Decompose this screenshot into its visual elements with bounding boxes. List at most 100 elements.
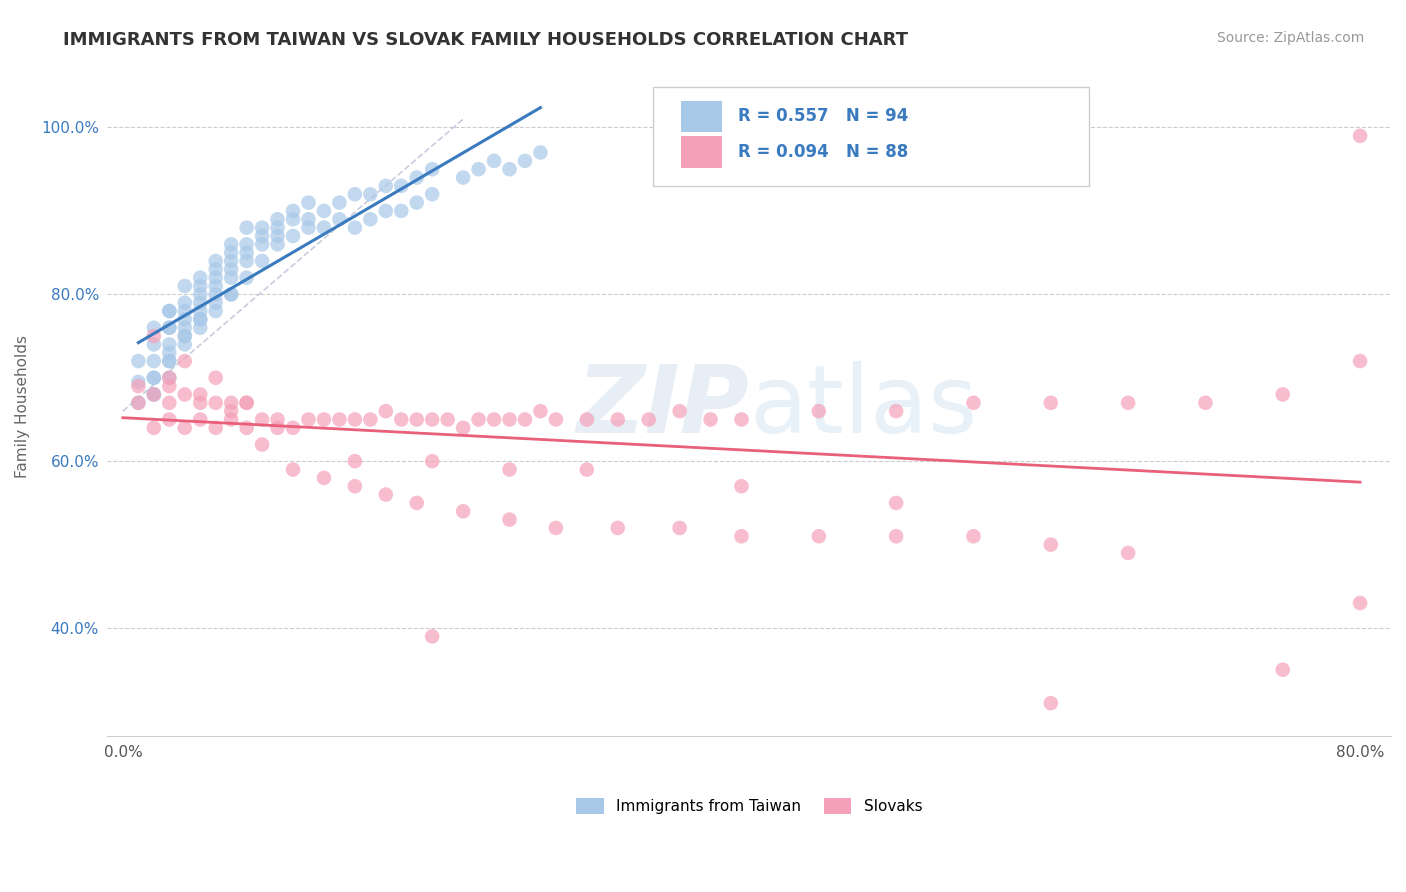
Point [374,178,396,193]
Point [250,412,273,426]
Point [188,279,211,293]
Point [188,304,211,318]
Point [575,462,598,476]
Point [513,412,536,426]
Point [250,220,273,235]
Point [730,529,752,543]
Point [157,345,180,359]
Point [173,312,195,326]
Point [235,237,257,252]
Point [235,396,257,410]
Point [467,412,489,426]
Point [575,412,598,426]
Point [374,203,396,218]
Point [219,287,242,301]
Point [142,354,165,368]
Point [142,337,165,351]
Point [173,354,195,368]
Point [188,287,211,301]
Legend: Immigrants from Taiwan, Slovaks: Immigrants from Taiwan, Slovaks [568,790,929,822]
Point [482,153,505,168]
Point [1039,538,1062,552]
Point [420,454,443,468]
Point [204,304,226,318]
Point [173,337,195,351]
Point [1348,354,1371,368]
Point [637,412,659,426]
Point [884,529,907,543]
Point [188,387,211,401]
Point [544,521,567,535]
Point [297,212,319,227]
Point [266,421,288,435]
Point [297,195,319,210]
Point [343,187,366,202]
Point [142,421,165,435]
Point [157,379,180,393]
Point [142,320,165,334]
Point [250,254,273,268]
Point [451,170,474,185]
Point [127,379,149,393]
Point [513,153,536,168]
Point [204,421,226,435]
Point [312,203,335,218]
Point [281,229,304,244]
Point [312,220,335,235]
Text: IMMIGRANTS FROM TAIWAN VS SLOVAK FAMILY HOUSEHOLDS CORRELATION CHART: IMMIGRANTS FROM TAIWAN VS SLOVAK FAMILY … [63,31,908,49]
Point [420,412,443,426]
Point [142,387,165,401]
Point [1348,596,1371,610]
Point [389,412,412,426]
Point [606,412,628,426]
Point [173,329,195,343]
Point [127,396,149,410]
Point [204,270,226,285]
Point [359,187,381,202]
Point [157,412,180,426]
Y-axis label: Family Households: Family Households [15,335,30,478]
Point [235,421,257,435]
Point [173,421,195,435]
Point [127,354,149,368]
Point [173,295,195,310]
Point [219,396,242,410]
Point [142,371,165,385]
Text: atlas: atlas [749,361,977,453]
Point [219,270,242,285]
Point [204,295,226,310]
Point [157,371,180,385]
Point [142,371,165,385]
Point [157,371,180,385]
Point [420,187,443,202]
Point [266,237,288,252]
Point [235,254,257,268]
Point [204,396,226,410]
Point [219,287,242,301]
Point [405,170,427,185]
Point [730,479,752,493]
Point [1116,396,1139,410]
Point [1194,396,1216,410]
Point [328,412,350,426]
Point [157,320,180,334]
Point [204,287,226,301]
Point [1039,696,1062,710]
Point [807,404,830,418]
Point [219,262,242,277]
Point [359,212,381,227]
Point [204,254,226,268]
Point [374,404,396,418]
Point [173,329,195,343]
Point [420,162,443,177]
Point [235,396,257,410]
Point [157,396,180,410]
Point [219,245,242,260]
Point [266,412,288,426]
Point [482,412,505,426]
Point [219,237,242,252]
Text: R = 0.094   N = 88: R = 0.094 N = 88 [738,143,908,161]
Point [606,521,628,535]
Point [157,320,180,334]
Point [219,404,242,418]
